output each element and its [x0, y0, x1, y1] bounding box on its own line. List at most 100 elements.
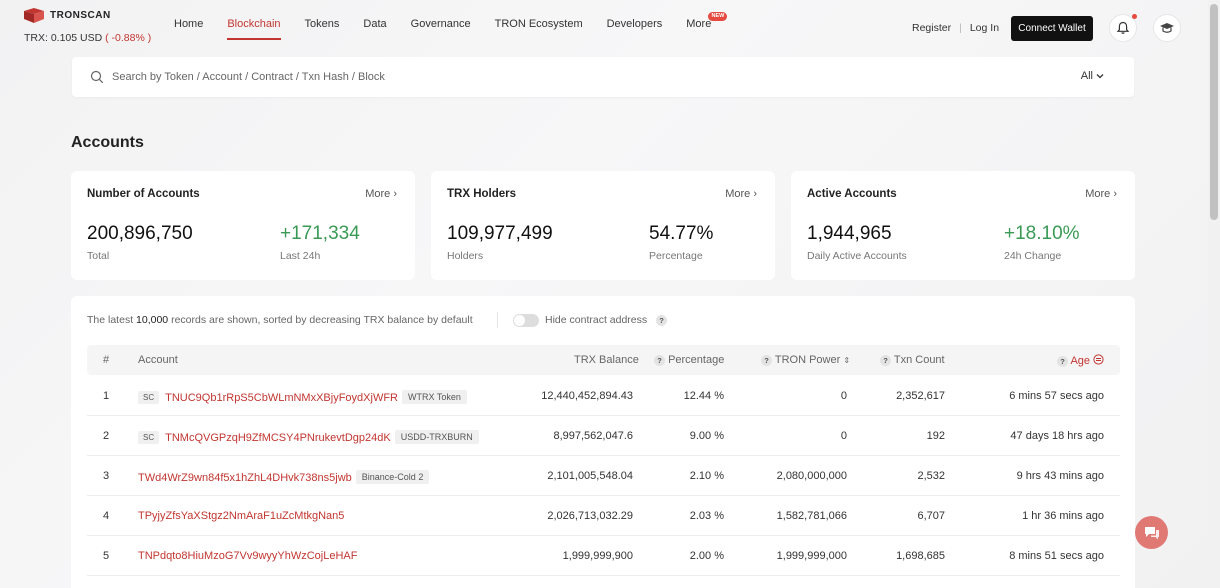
col-percentage-label: Percentage: [668, 354, 725, 366]
clock-toggle-icon[interactable]: [1093, 354, 1104, 365]
graduation-cap-icon: [1160, 23, 1174, 33]
main-nav: Home Blockchain Tokens Data Governance T…: [174, 12, 735, 40]
help-icon[interactable]: ?: [761, 354, 772, 366]
nav-tron-ecosystem[interactable]: TRON Ecosystem: [494, 18, 583, 30]
row-index: 2: [103, 430, 110, 442]
card-more-link[interactable]: More ›: [1085, 188, 1117, 200]
account-link[interactable]: TNUC9Qb1rRpS5CbWLmNMxXBjyFoydXjWFR: [165, 392, 398, 404]
col-tron-power-label: TRON Power: [774, 354, 841, 366]
register-link[interactable]: Register: [912, 22, 952, 34]
page-title: Accounts: [71, 134, 144, 151]
col-tron-power[interactable]: ? TRON Power ⇕: [761, 354, 850, 366]
nav-developers[interactable]: Developers: [606, 18, 663, 30]
contract-badge: SC: [138, 391, 160, 404]
card-number-of-accounts: Number of Accounts More › 200,896,750 To…: [71, 171, 415, 280]
notifications-button[interactable]: [1109, 14, 1137, 42]
nav-tokens[interactable]: Tokens: [304, 18, 340, 30]
card-main-label: Holders: [447, 250, 484, 262]
search-filter-dropdown[interactable]: All: [1081, 70, 1104, 82]
hide-contract-label: Hide contract address: [545, 314, 648, 326]
card-trx-holders: TRX Holders More › 109,977,499 Holders 5…: [431, 171, 775, 280]
col-age-label: Age: [1070, 355, 1091, 367]
card-side-value: +171,334: [280, 223, 360, 244]
row-txn-count: 1,698,685: [896, 550, 945, 562]
row-index: 5: [103, 550, 110, 562]
search-icon: [90, 70, 104, 84]
row-txn-count: 2,352,617: [896, 390, 945, 402]
col-txn-count-label: Txn Count: [893, 354, 945, 366]
help-icon[interactable]: ?: [880, 354, 891, 366]
top-header: TRONSCAN TRX: 0.105 USD ( -0.88% ) Home …: [0, 0, 1220, 56]
page-scrollbar[interactable]: [1208, 0, 1220, 588]
trx-price-change: ( -0.88% ): [105, 32, 152, 44]
records-note-count: 10,000: [136, 314, 169, 326]
contract-badge: SC: [138, 431, 160, 444]
nav-blockchain[interactable]: Blockchain: [227, 18, 281, 40]
login-link[interactable]: Log In: [969, 22, 1000, 34]
row-balance: 2,101,005,548.04: [547, 470, 633, 482]
card-main-label: Daily Active Accounts: [807, 250, 907, 262]
row-age: 9 hrs 43 mins ago: [1016, 470, 1104, 482]
help-icon[interactable]: ?: [654, 354, 665, 366]
col-age[interactable]: ? Age: [1057, 354, 1104, 367]
account-tag: Binance-Cold 2: [355, 470, 430, 484]
search-bar: All: [72, 57, 1134, 97]
row-index: 4: [103, 510, 110, 522]
card-main-value: 200,896,750: [87, 223, 193, 244]
scrollbar-thumb[interactable]: [1210, 4, 1218, 220]
account-link[interactable]: TNPdqto8HiuMzoG7Vv9wyyYhWzCojLeHAF: [138, 550, 358, 562]
card-title: Number of Accounts: [87, 188, 200, 200]
card-side-value: +18.10%: [1004, 223, 1080, 244]
row-balance: 12,440,452,894.43: [541, 390, 633, 402]
row-balance: 8,997,562,047.6: [553, 430, 633, 442]
row-age: 47 days 18 hrs ago: [1010, 430, 1104, 442]
nav-home[interactable]: Home: [174, 18, 204, 30]
row-balance: 2,026,713,032.29: [547, 510, 633, 522]
card-main-value: 109,977,499: [447, 223, 553, 244]
table-header: # Account TRX Balance ? Percentage ? TRO…: [87, 345, 1120, 375]
row-index: 3: [103, 470, 110, 482]
nav-governance[interactable]: Governance: [410, 18, 471, 30]
account-link[interactable]: TNMcQVGPzqH9ZfMCSY4PNrukevtDgp24dK: [165, 432, 391, 444]
row-tron-power: 0: [840, 430, 847, 442]
help-icon[interactable]: ?: [656, 315, 667, 326]
card-side-label: Percentage: [649, 250, 703, 262]
sort-icon[interactable]: ⇕: [843, 356, 851, 365]
hide-contract-toggle[interactable]: [513, 314, 539, 327]
col-trx-balance: TRX Balance: [574, 354, 639, 366]
row-percentage: 9.00 %: [689, 430, 724, 442]
row-account-cell: SC TNUC9Qb1rRpS5CbWLmNMxXBjyFoydXjWFR WTRX…: [138, 390, 467, 404]
card-more-link[interactable]: More ›: [725, 188, 757, 200]
card-more-link[interactable]: More ›: [365, 188, 397, 200]
account-tag: WTRX Token: [402, 390, 467, 404]
row-age: 1 hr 36 mins ago: [1022, 510, 1104, 522]
card-side-label: 24h Change: [1004, 250, 1062, 262]
connect-wallet-button[interactable]: Connect Wallet: [1011, 16, 1093, 41]
learn-button[interactable]: [1153, 14, 1181, 42]
chevron-right-icon: ›: [1113, 188, 1117, 200]
nav-more[interactable]: More NEW: [686, 12, 728, 30]
help-icon[interactable]: ?: [1057, 355, 1068, 367]
account-link[interactable]: TPyjyZfsYaXStgz2NmAraF1uZcMtkgNan5: [138, 510, 345, 522]
row-percentage: 2.00 %: [689, 550, 724, 562]
brand-name: TRONSCAN: [50, 10, 111, 21]
table-row: 4 TPyjyZfsYaXStgz2NmAraF1uZcMtkgNan5 2,0…: [87, 496, 1120, 536]
records-note-prefix: The latest: [87, 314, 134, 326]
row-balance: 1,999,999,900: [562, 550, 633, 562]
records-note: The latest 10,000 records are shown, sor…: [87, 314, 473, 326]
row-percentage: 2.03 %: [689, 510, 724, 522]
row-percentage: 12.44 %: [683, 390, 724, 402]
search-input[interactable]: [112, 67, 1012, 87]
chat-support-button[interactable]: [1135, 516, 1168, 549]
chat-icon: [1144, 526, 1159, 539]
chevron-down-icon: [1096, 74, 1104, 79]
col-percentage: ? Percentage: [654, 354, 724, 366]
row-txn-count: 2,532: [917, 470, 945, 482]
divider: [497, 312, 498, 328]
table-row: 3 TWd4WrZ9wn84f5x1hZhL4DHvk738ns5jwb Bina…: [87, 456, 1120, 496]
account-link[interactable]: TWd4WrZ9wn84f5x1hZhL4DHvk738ns5jwb: [138, 472, 352, 484]
row-age: 8 mins 51 secs ago: [1009, 550, 1104, 562]
nav-data[interactable]: Data: [363, 18, 387, 30]
brand-logo[interactable]: TRONSCAN: [24, 8, 111, 23]
bell-icon: [1116, 21, 1130, 34]
